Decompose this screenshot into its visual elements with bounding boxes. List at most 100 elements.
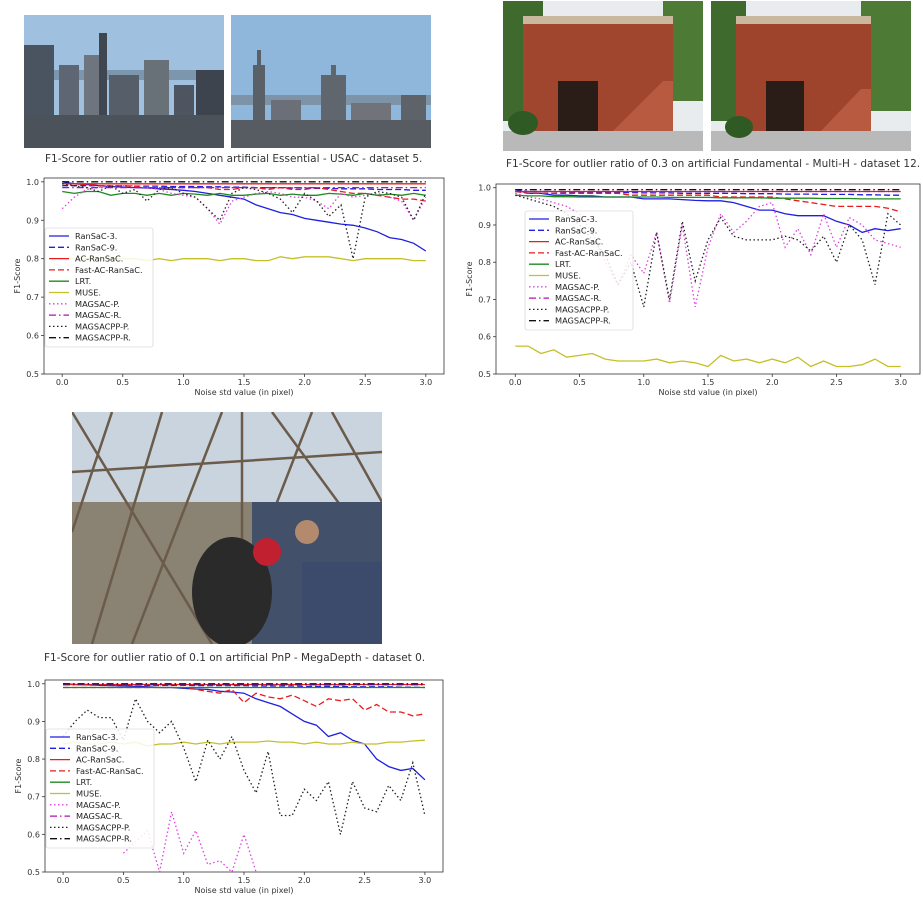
legend-label: RanSaC-3. <box>555 214 597 224</box>
x-tick-label: 0.0 <box>57 876 70 885</box>
legend-label: MUSE. <box>555 271 581 281</box>
legend-label: MAGSACPP-P. <box>76 822 130 832</box>
x-tick-label: 0.0 <box>56 378 69 387</box>
x-tick-label: 2.5 <box>358 876 371 885</box>
x-tick-label: 3.0 <box>419 876 432 885</box>
y-tick-label: 0.7 <box>478 295 491 304</box>
legend-label: LRT. <box>76 777 92 787</box>
series-line-magsacpp-p <box>62 183 427 259</box>
y-tick-label: 0.7 <box>26 293 39 302</box>
y-tick-label: 0.8 <box>26 255 39 264</box>
legend-label: MAGSACPP-P. <box>555 304 609 314</box>
caption-essential: F1-Score for outlier ratio of 0.2 on art… <box>45 153 423 165</box>
legend-label: LRT. <box>75 276 91 286</box>
x-axis-label: Noise std value (in pixel) <box>194 886 293 895</box>
legend-label: RanSaC-9. <box>76 743 118 753</box>
x-tick-label: 1.0 <box>177 876 190 885</box>
x-tick-label: 0.0 <box>509 378 522 387</box>
nyc-skyline-right-photo <box>231 15 431 148</box>
legend-label: MUSE. <box>75 288 101 298</box>
y-tick-label: 0.5 <box>27 868 40 877</box>
legend: RanSaC-3.RanSaC-9. AC-RanSaC.Fast-AC-RanS… <box>45 728 155 849</box>
x-tick-label: 1.5 <box>238 876 251 885</box>
legend-label: MAGSAC-P. <box>75 299 120 309</box>
y-tick-label: 0.7 <box>27 793 40 802</box>
y-tick-label: 1.0 <box>26 178 39 187</box>
x-tick-label: 2.5 <box>830 378 843 387</box>
x-tick-label: 1.0 <box>637 378 650 387</box>
legend-label: MAGSACPP-R. <box>75 333 131 343</box>
caption-pnp: F1-Score for outlier ratio of 0.1 on art… <box>44 652 426 664</box>
x-tick-label: 0.5 <box>573 378 586 387</box>
brick-building-right-photo <box>711 1 911 151</box>
x-tick-label: 2.0 <box>766 378 779 387</box>
fundamental-f1-chart: 0.0 0.5 1.0 1.5 2.0 2.5 3.0 0.5 0.6 0.7 0.8 0.9 1.0 N… <box>465 178 923 403</box>
chart-svg-1: 0.0 0.5 1.0 1.5 2.0 2.5 3.0 0.5 0.6 0.7 0.8 0.9 1.0 N… <box>465 183 921 397</box>
series-line-ransac-9 <box>63 683 425 689</box>
legend-label: Fast-AC-RanSaC. <box>555 248 623 258</box>
y-tick-label: 0.6 <box>478 333 491 342</box>
legend-label: RanSaC-9. <box>555 225 597 235</box>
legend-box <box>524 210 634 331</box>
x-tick-label: 3.0 <box>419 378 432 387</box>
y-tick-label: 0.9 <box>478 221 491 230</box>
legend-label: MAGSAC-P. <box>76 800 121 810</box>
y-tick-label: 1.0 <box>27 680 40 689</box>
x-tick-label: 2.0 <box>298 378 311 387</box>
x-tick-label: 1.5 <box>238 378 251 387</box>
legend-box <box>45 728 155 849</box>
legend-label: RanSaC-3. <box>75 231 117 241</box>
y-tick-label: 0.9 <box>26 216 39 225</box>
y-tick-label: 0.6 <box>26 332 39 341</box>
y-axis-label: F1-Score <box>13 258 22 293</box>
legend-label: RanSaC-9. <box>75 242 117 252</box>
legend-label: AC-RanSaC. <box>75 254 123 264</box>
legend: RanSaC-3.RanSaC-9. AC-RanSaC.Fast-AC-RanS… <box>44 227 154 348</box>
x-tick-label: 1.5 <box>702 378 715 387</box>
legend-label: MAGSACPP-R. <box>555 316 611 326</box>
series-line-ransac-9 <box>515 188 901 196</box>
y-tick-label: 0.8 <box>478 258 491 267</box>
legend-label: MAGSACPP-P. <box>75 321 129 331</box>
caption-fundamental: F1-Score for outlier ratio of 0.3 on art… <box>506 158 921 170</box>
legend-label: AC-RanSaC. <box>76 755 124 765</box>
x-axis-label: Noise std value (in pixel) <box>194 388 293 397</box>
y-tick-label: 0.8 <box>27 755 40 764</box>
legend-label: Fast-AC-RanSaC. <box>75 265 143 275</box>
y-tick-label: 0.6 <box>27 830 40 839</box>
legend-label: MAGSAC-R. <box>555 293 601 303</box>
series-line-magsacpp-p <box>62 697 426 835</box>
series-line-lrt <box>515 194 901 200</box>
series-line-magsac-p <box>61 185 427 226</box>
legend-label: MUSE. <box>76 789 102 799</box>
x-tick-label: 3.0 <box>894 378 907 387</box>
chart-svg-2: 0.0 0.5 1.0 1.5 2.0 2.5 3.0 0.5 0.6 0.7 0.8 0.9 1.0 N… <box>14 679 444 895</box>
pnp-f1-chart: 0.0 0.5 1.0 1.5 2.0 2.5 3.0 0.5 0.6 0.7 0.8 0.9 1.0 N… <box>0 677 445 905</box>
x-tick-label: 0.5 <box>116 378 129 387</box>
y-tick-label: 0.5 <box>26 370 39 379</box>
y-tick-label: 1.0 <box>478 184 491 193</box>
legend-label: MAGSAC-R. <box>75 310 121 320</box>
legend-label: AC-RanSaC. <box>555 237 603 247</box>
chart-svg-0: 0.0 0.5 1.0 1.5 2.0 2.5 3.0 0.5 0.6 0.7 0.8 0.9 1.0 N… <box>13 177 445 397</box>
series-line-fast-ac-ransac <box>62 183 426 202</box>
x-tick-label: 1.0 <box>177 378 190 387</box>
y-axis-label: F1-Score <box>14 758 23 793</box>
series-line-fast-ac-ransac <box>63 686 426 717</box>
legend-label: LRT. <box>555 259 571 269</box>
legend-label: RanSaC-3. <box>76 732 118 742</box>
eiffel-tower-view-photo <box>72 412 382 644</box>
series-line-ransac-3 <box>515 188 901 234</box>
y-tick-label: 0.9 <box>27 717 40 726</box>
brick-building-left-photo <box>503 1 703 151</box>
nyc-skyline-left-photo <box>24 15 224 148</box>
legend: RanSaC-3.RanSaC-9. AC-RanSaC.Fast-AC-RanS… <box>524 210 634 331</box>
legend-label: MAGSAC-P. <box>555 282 600 292</box>
essential-f1-chart: 0.0 0.5 1.0 1.5 2.0 2.5 3.0 0.5 0.6 0.7 0.8 0.9 1.0 N… <box>0 170 445 405</box>
legend-label: MAGSAC-R. <box>76 811 122 821</box>
legend-box <box>44 227 154 348</box>
x-tick-label: 2.0 <box>298 876 311 885</box>
y-tick-label: 0.5 <box>478 370 491 379</box>
series-line-fast-ac-ransac <box>515 190 901 213</box>
x-tick-label: 0.5 <box>117 876 130 885</box>
